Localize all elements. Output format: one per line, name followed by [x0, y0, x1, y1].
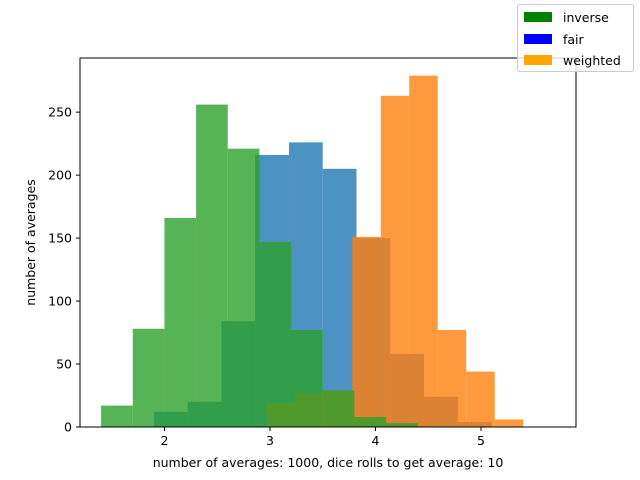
y-tick-label: 50: [56, 357, 72, 372]
x-tick-label: 3: [266, 433, 274, 448]
plot-frame: [79, 57, 577, 428]
legend-swatch-fair: [524, 34, 552, 44]
histogram-bar: [132, 328, 165, 427]
histogram-bar: [322, 168, 357, 427]
histogram-bar: [164, 217, 197, 427]
x-tick-label: 2: [160, 433, 168, 448]
y-tick-label: 0: [64, 420, 72, 435]
histogram-bar: [291, 330, 323, 427]
x-tick-label: 5: [477, 433, 485, 448]
histogram-bar: [322, 390, 355, 427]
y-axis-ticks: 0 50 100 150 200 250: [48, 105, 80, 435]
histogram-bar: [409, 75, 438, 427]
y-tick-label: 100: [48, 294, 72, 309]
y-tick-label: 150: [48, 231, 72, 246]
histogram-bar: [354, 416, 387, 427]
histogram-bar: [227, 148, 260, 427]
histogram-bar: [386, 423, 418, 427]
legend-label-inverse: inverse: [563, 10, 609, 25]
legend-label-fair: fair: [563, 32, 585, 47]
legend-swatch-weighted: [524, 55, 552, 65]
histogram-bar: [466, 371, 495, 427]
y-tick-label: 250: [48, 105, 72, 120]
x-axis-ticks: 2 3 4 5: [160, 427, 485, 448]
legend-label-weighted: weighted: [563, 53, 621, 68]
y-axis-title: number of averages: [23, 179, 38, 305]
histogram-bar: [259, 241, 292, 427]
x-axis-title: number of averages: 1000, dice rolls to …: [153, 455, 504, 470]
bars-layer: [101, 75, 524, 427]
histogram-bar: [196, 104, 228, 427]
histogram-bar: [101, 405, 133, 427]
legend-swatch-inverse: [524, 12, 552, 22]
histogram-bar: [380, 95, 410, 427]
legend: inverse fair weighted: [517, 4, 634, 72]
histogram-bar: [352, 236, 381, 427]
y-tick-label: 200: [48, 168, 72, 183]
x-tick-label: 4: [372, 433, 380, 448]
histogram-bar: [437, 330, 467, 427]
histogram-bar: [494, 419, 524, 427]
